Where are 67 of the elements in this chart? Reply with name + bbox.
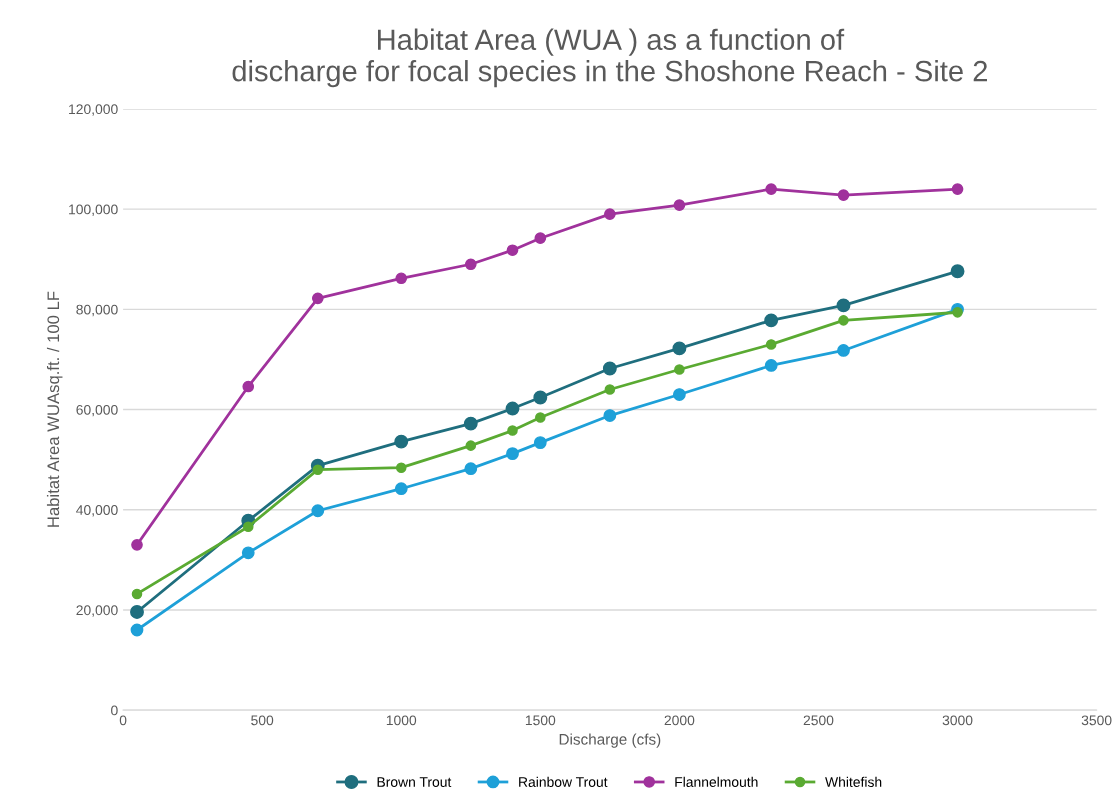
point [242,521,254,533]
point [130,623,144,637]
point [674,364,685,375]
point [241,546,255,560]
x-tick-label: 3000 [942,715,973,726]
point [604,208,616,220]
point [950,264,965,279]
point [602,361,617,376]
legend-label: Rainbow Trout [519,776,608,787]
point [131,538,143,551]
point [533,436,547,450]
y-axis-title: Habitat Area WUAsq.ft. / 100 LF [46,291,63,527]
legend-label: Brown Trout [377,777,452,787]
point [764,359,778,372]
point [764,313,779,328]
point [463,416,478,431]
point [311,292,324,305]
x-tick-label: 1500 [525,715,556,726]
point [952,307,963,318]
point [765,339,777,350]
point [534,232,547,245]
point [506,447,519,461]
x-tick-label: 500 [251,715,274,726]
x-tick-label: 3500 [1081,715,1112,726]
point [535,412,546,423]
legend-label: Flannelmouth [675,776,758,787]
point [242,380,255,393]
y-tick-label: 60,000 [76,404,118,417]
point [506,244,519,257]
point [603,409,617,422]
legend-label: Whitefish [825,776,882,787]
chart-title: Habitat Area (WUA ) as a function of discharge for focal species in the Shoshone Reach - Site 2 [232,28,987,88]
point [837,344,850,357]
point [507,425,518,436]
x-tick-label: 2500 [803,715,834,726]
point [765,183,778,195]
point [673,199,686,211]
point [312,464,324,475]
point [951,183,964,195]
y-tick-label: 20,000 [76,605,118,617]
y-tick-label: 80,000 [76,304,118,317]
point [837,189,850,201]
x-tick-label: 1000 [386,715,417,726]
point [464,258,477,271]
point [673,388,686,401]
point [533,390,548,405]
point [505,401,520,416]
y-tick-label: 40,000 [76,505,118,517]
point [394,482,408,496]
point [395,272,408,285]
point [131,588,143,600]
y-tick-label: 100,000 [69,204,118,216]
y-tick-label: 120,000 [69,104,118,116]
y-tick-label: 0 [111,705,118,716]
point [672,341,687,356]
x-tick-label: 2000 [664,715,695,726]
x-axis-title: Discharge (cfs) [559,733,661,748]
point [836,298,851,313]
point [395,462,407,473]
point [130,605,144,619]
point [838,315,849,326]
point [311,504,325,518]
point [464,462,478,476]
point [604,384,616,395]
point [394,434,409,449]
x-tick-label: 0 [119,715,127,726]
point [465,440,477,451]
